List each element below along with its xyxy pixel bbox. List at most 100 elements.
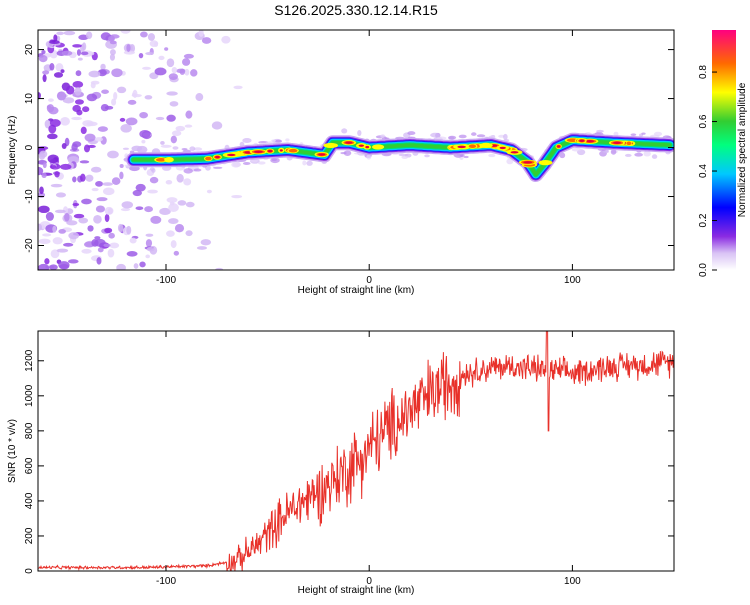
noise-blob xyxy=(340,151,347,155)
noise-blob xyxy=(38,205,50,214)
noise-blob xyxy=(133,263,139,269)
noise-blob xyxy=(62,242,74,247)
noise-blob xyxy=(60,116,70,126)
noise-blob xyxy=(83,144,91,153)
noise-blob xyxy=(145,233,154,237)
noise-blob xyxy=(111,68,123,78)
noise-blob xyxy=(64,212,70,222)
noise-blob xyxy=(271,158,277,162)
noise-blob xyxy=(42,233,52,237)
noise-blob xyxy=(52,225,57,233)
noise-blob xyxy=(67,259,79,264)
noise-blob xyxy=(44,119,51,129)
noise-blob xyxy=(183,168,193,174)
noise-blob xyxy=(80,126,87,135)
noise-blob xyxy=(641,132,646,135)
noise-blob xyxy=(71,116,83,121)
ridge-hotspot-peak xyxy=(358,144,365,147)
noise-blob xyxy=(54,209,66,214)
noise-blob xyxy=(109,242,120,249)
colorbar-tick-label: 0.4 xyxy=(698,164,709,178)
noise-blob xyxy=(119,171,124,180)
noise-blob xyxy=(47,133,58,140)
noise-blob xyxy=(72,176,77,183)
noise-blob xyxy=(85,174,94,182)
ridge-hotspot-peak xyxy=(279,149,283,152)
noise-blob xyxy=(198,30,204,37)
noise-blob xyxy=(107,150,119,159)
noise-blob xyxy=(132,89,138,98)
noise-blob xyxy=(185,201,195,208)
noise-blob xyxy=(193,147,203,151)
ridge-hotspot xyxy=(164,157,173,163)
noise-blob xyxy=(38,223,43,231)
noise-blob xyxy=(159,207,171,216)
noise-blob xyxy=(62,97,75,104)
heatmap-xtick-label: 100 xyxy=(564,275,581,286)
noise-blob xyxy=(44,258,50,265)
noise-blob xyxy=(50,183,63,188)
noise-blob xyxy=(357,130,362,136)
noise-blob xyxy=(430,132,440,138)
noise-blob xyxy=(42,161,47,169)
noise-blob xyxy=(78,217,89,224)
ridge-hotspot xyxy=(323,142,339,149)
noise-blob xyxy=(168,203,179,212)
snr-xtick-label: -100 xyxy=(156,576,176,587)
noise-blob xyxy=(165,179,173,185)
noise-blob xyxy=(169,101,179,107)
noise-blob xyxy=(149,176,159,184)
noise-blob xyxy=(97,126,108,132)
ridge-hotspot-core xyxy=(626,141,632,146)
noise-blob xyxy=(101,89,109,94)
noise-blob xyxy=(195,93,204,102)
noise-blob xyxy=(242,161,251,165)
noise-blob xyxy=(82,106,90,113)
noise-blob xyxy=(138,53,144,59)
noise-blob xyxy=(107,248,115,258)
noise-blob xyxy=(172,146,179,150)
noise-blob xyxy=(63,30,76,36)
noise-blob xyxy=(471,132,477,136)
heatmap-frame xyxy=(37,29,675,271)
noise-blob xyxy=(55,192,66,198)
snr-frame xyxy=(37,330,675,572)
noise-blob xyxy=(302,160,307,166)
noise-blob xyxy=(41,50,46,55)
noise-blob xyxy=(139,261,146,268)
noise-blob xyxy=(506,158,514,165)
noise-blob xyxy=(104,227,113,234)
noise-blob xyxy=(90,80,100,85)
ridge-hotspot-core xyxy=(205,156,212,161)
snr-ytick-label: 0 xyxy=(24,568,35,574)
noise-blob xyxy=(121,201,134,209)
snr-ytick-label: 1000 xyxy=(24,384,35,407)
noise-blob xyxy=(182,149,192,153)
noise-blob xyxy=(67,156,80,164)
noise-blob xyxy=(196,246,208,250)
heatmap-ytick-label: 10 xyxy=(24,93,35,105)
noise-blob xyxy=(171,66,178,74)
ridge-hotspot-peak xyxy=(457,145,466,149)
heatmap-ytick-label: -20 xyxy=(24,238,35,253)
ridge-hotspot xyxy=(479,142,493,149)
noise-blob xyxy=(127,99,137,105)
noise-blob xyxy=(38,166,44,176)
noise-blob xyxy=(61,143,67,150)
noise-blob xyxy=(94,137,103,142)
noise-blob xyxy=(596,129,604,133)
noise-blob xyxy=(610,149,617,155)
noise-blob xyxy=(144,206,153,213)
noise-blob xyxy=(76,109,83,116)
snr-ytick-label: 1200 xyxy=(24,349,35,372)
noise-blob xyxy=(634,152,643,157)
noise-blob xyxy=(86,93,98,102)
noise-blob xyxy=(145,254,151,259)
noise-blob xyxy=(166,114,176,122)
snr-xtick-label: 100 xyxy=(564,576,581,587)
noise-blob xyxy=(129,237,137,244)
noise-blob xyxy=(476,134,486,138)
noise-blob xyxy=(74,99,84,105)
